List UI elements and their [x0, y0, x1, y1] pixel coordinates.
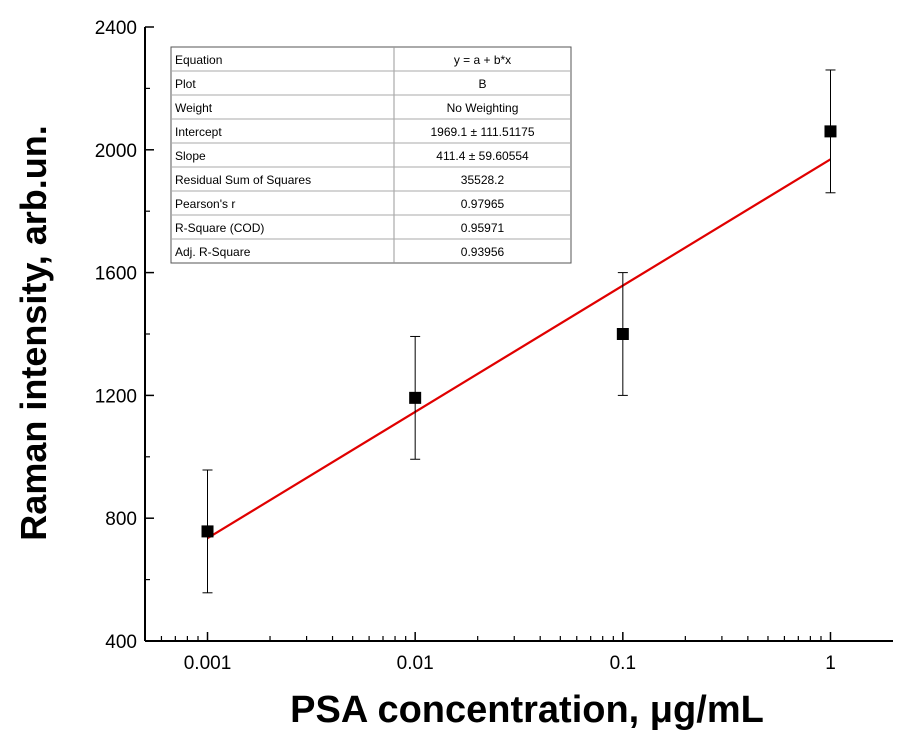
y-tick-label: 1200 — [95, 386, 137, 407]
fit-line-layer — [206, 158, 832, 540]
fit-table-value: 0.95971 — [461, 221, 505, 235]
fit-table: Equation y = a + b*x Plot B Weight No Weighti… — [170, 46, 572, 264]
fit-table-value: y = a + b*x — [454, 53, 511, 67]
x-tick-label: 1 — [825, 653, 836, 674]
fit-table-value: 0.93956 — [461, 245, 505, 259]
x-axis-title: PSA concentration, μg/mL — [290, 689, 764, 731]
fit-table-label: Intercept — [175, 125, 222, 139]
fit-table-label: Equation — [175, 53, 222, 67]
data-point — [409, 391, 422, 404]
fit-table-value: 1969.1 ± 111.51175 — [430, 125, 534, 139]
fit-table-label: Slope — [175, 149, 206, 163]
fit-table-label: Pearson's r — [175, 197, 235, 211]
fit-table-label: Residual Sum of Squares — [175, 173, 311, 187]
x-tick-label: 0.01 — [397, 653, 434, 674]
ticks: 400 800 1200 1600 2000 2400 0.001 0.01 0.1 1 — [95, 18, 836, 674]
fit-line — [206, 158, 832, 540]
y-tick-label: 400 — [105, 632, 137, 653]
y-axis-title: Raman intensity, arb.un. — [13, 125, 54, 540]
x-tick-label: 0.001 — [184, 653, 232, 674]
data-point — [824, 125, 837, 138]
fit-table-label: Adj. R-Square — [175, 245, 251, 259]
y-tick-label: 2400 — [95, 18, 137, 39]
y-tick-label: 1600 — [95, 264, 137, 285]
fit-table-value: 411.4 ± 59.60554 — [436, 149, 529, 163]
data-point — [201, 525, 214, 538]
x-tick-label: 0.1 — [610, 653, 636, 674]
fit-table-label: R-Square (COD) — [175, 221, 264, 235]
fit-table-label: Weight — [175, 101, 213, 115]
fit-table-value: 0.97965 — [461, 197, 505, 211]
fit-table-value: B — [478, 77, 486, 91]
fit-table-frame — [170, 46, 572, 264]
fit-table-value: 35528.2 — [461, 173, 505, 187]
y-tick-label: 2000 — [95, 141, 137, 162]
y-tick-label: 800 — [105, 509, 137, 530]
data-point — [616, 328, 629, 340]
fit-table-value: No Weighting — [447, 101, 519, 115]
points-layer — [201, 69, 837, 594]
fit-table-label: Plot — [175, 77, 196, 91]
